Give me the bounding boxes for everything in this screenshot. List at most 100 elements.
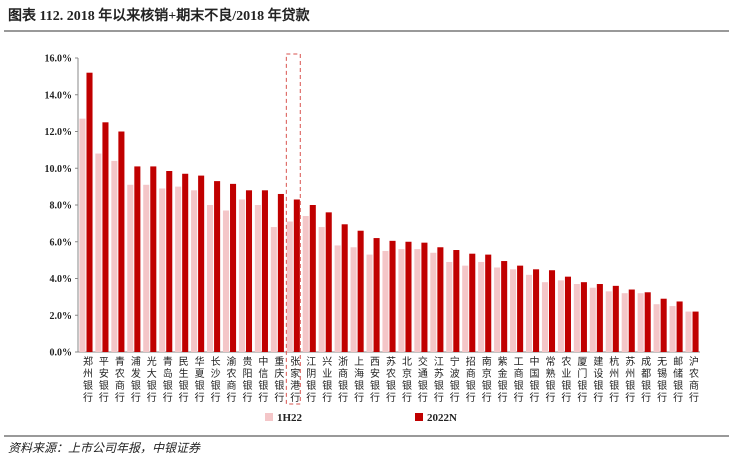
bar	[182, 173, 189, 352]
bar	[286, 221, 293, 352]
bar	[573, 284, 580, 352]
bar	[669, 306, 676, 352]
bar	[254, 205, 261, 352]
bar	[557, 280, 564, 352]
bar	[644, 292, 651, 352]
bar	[325, 212, 332, 352]
x-tick-label: 青农商行	[112, 355, 124, 404]
bar	[541, 282, 548, 352]
x-tick-label: 西安银行	[368, 356, 380, 404]
bar	[494, 267, 501, 352]
bar	[382, 250, 389, 352]
x-tick-label: 中国银行	[527, 355, 539, 404]
bar	[501, 261, 508, 352]
bar	[366, 254, 373, 352]
bar	[605, 291, 612, 352]
x-tick-label: 苏州银行	[623, 355, 635, 404]
bar	[357, 230, 364, 352]
x-tick-label: 杭州银行	[607, 355, 619, 404]
x-tick-label: 平安银行	[96, 356, 108, 404]
x-tick-label: 民生银行	[176, 356, 188, 404]
chart-title: 图表 112. 2018 年以来核销+期末不良/2018 年贷款	[8, 7, 311, 24]
x-tick-label: 华夏银行	[192, 355, 204, 404]
legend-swatch	[415, 413, 423, 421]
bar	[277, 193, 284, 352]
x-tick-label: 成都银行	[639, 356, 651, 404]
bar	[653, 304, 660, 352]
y-tick-label: 4.0%	[50, 274, 73, 285]
bar	[485, 254, 492, 352]
bar	[446, 261, 453, 352]
bar	[95, 153, 102, 352]
bar	[86, 72, 93, 352]
legend-swatch	[265, 413, 273, 421]
bar	[261, 190, 268, 352]
bar	[230, 183, 237, 352]
bar	[453, 250, 460, 352]
bar	[596, 284, 603, 352]
bar	[245, 190, 253, 352]
y-tick-label: 0.0%	[50, 348, 73, 359]
bar	[612, 285, 619, 352]
bar	[517, 265, 524, 352]
bar	[628, 289, 635, 352]
bar	[421, 242, 428, 352]
bar	[389, 240, 396, 352]
bar	[309, 205, 316, 352]
bar	[621, 293, 628, 352]
bar	[207, 205, 214, 352]
x-tick-label: 北京银行	[399, 356, 411, 404]
bar	[580, 282, 587, 352]
bar	[548, 270, 556, 352]
bar	[350, 247, 357, 352]
bar	[79, 118, 86, 352]
bar	[398, 249, 405, 352]
bar	[175, 186, 182, 352]
y-tick-label: 14.0%	[45, 90, 73, 101]
bar	[214, 181, 221, 352]
x-tick-label: 农业银行	[559, 355, 571, 404]
legend-label: 1H22	[277, 412, 303, 424]
bar	[373, 238, 380, 352]
bar	[150, 166, 157, 352]
bar	[198, 175, 205, 352]
bar	[302, 216, 309, 352]
x-tick-label: 邮储银行	[671, 355, 683, 404]
bar	[533, 269, 540, 352]
y-tick-label: 8.0%	[50, 201, 73, 212]
y-tick-label: 12.0%	[45, 127, 73, 138]
x-tick-label: 郑州银行	[80, 355, 92, 404]
x-tick-label: 苏农银行	[384, 355, 396, 404]
bar	[238, 199, 245, 352]
bar	[660, 298, 667, 352]
y-tick-label: 2.0%	[50, 311, 73, 322]
bar	[685, 311, 692, 352]
x-tick-label: 重庆银行	[272, 355, 284, 404]
x-tick-label: 浙商银行	[336, 356, 348, 404]
x-tick-label: 招商银行	[463, 355, 475, 404]
bar	[462, 265, 469, 352]
x-tick-label: 无锡银行	[655, 356, 667, 404]
bar	[111, 160, 118, 352]
x-tick-label: 渝农商行	[224, 355, 236, 404]
bar	[430, 252, 437, 352]
x-tick-label: 紫金银行	[495, 356, 507, 404]
bar	[341, 224, 348, 352]
bar	[589, 287, 596, 352]
bar	[118, 131, 125, 352]
x-tick-label: 江苏银行	[431, 356, 443, 404]
x-tick-label: 南京银行	[479, 355, 491, 404]
bar	[510, 269, 517, 352]
x-tick-label: 工商银行	[511, 356, 523, 404]
x-tick-label: 宁波银行	[447, 355, 459, 404]
x-tick-label: 兴业银行	[320, 356, 332, 404]
bar	[166, 171, 173, 352]
bar	[564, 276, 571, 352]
bar	[692, 311, 699, 352]
bar	[478, 261, 485, 352]
x-tick-label: 光大银行	[144, 355, 156, 404]
bar	[414, 249, 421, 352]
x-tick-label: 江阴银行	[304, 356, 316, 404]
y-tick-label: 6.0%	[50, 237, 73, 248]
